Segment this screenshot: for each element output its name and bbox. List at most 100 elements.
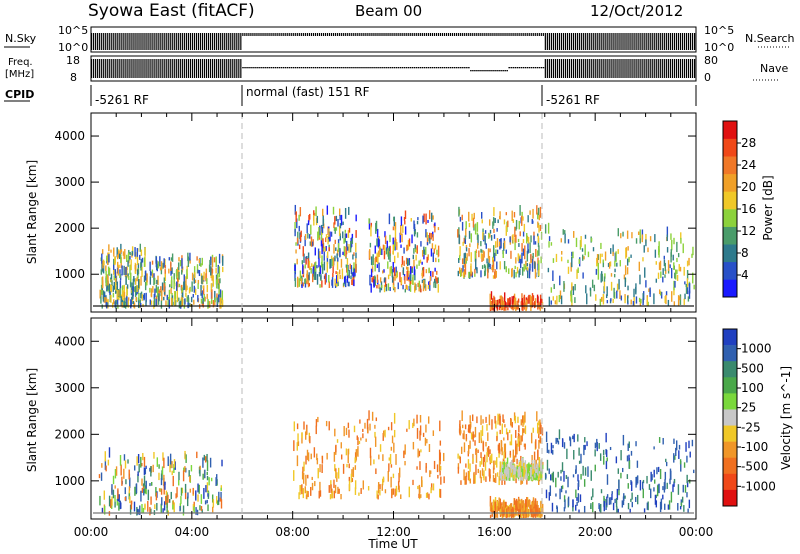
velocity-echo — [379, 444, 382, 452]
velocity-echo — [379, 484, 381, 490]
velocity-echo — [503, 443, 506, 452]
power-echo — [106, 274, 109, 281]
power-echo — [144, 270, 147, 281]
velocity-echo — [333, 479, 335, 488]
power-echo — [370, 256, 373, 265]
power-echo — [554, 300, 557, 305]
power-echo — [107, 276, 109, 286]
power-echo — [125, 266, 127, 276]
frequency-bar — [322, 67, 325, 69]
velocity-echo — [530, 467, 532, 477]
frequency-bar — [109, 59, 111, 78]
frequency-bar — [290, 67, 293, 69]
velocity-echo — [491, 419, 493, 430]
velocity-echo — [492, 499, 495, 510]
velocity-echo — [317, 416, 319, 423]
velocity-echo — [563, 470, 565, 482]
power-echo — [312, 266, 315, 277]
power-echo — [521, 298, 523, 308]
sky-noise-bar — [292, 33, 294, 36]
velocity-echo — [628, 441, 630, 448]
cpid-strip: CPID -5261 RF normal (fast) 151 RF -5261… — [4, 85, 697, 107]
sky-noise-bar — [665, 33, 667, 50]
velocity-echo — [218, 491, 220, 502]
velocity-echo — [133, 501, 136, 512]
velocity-echo — [488, 414, 491, 426]
velocity-echo — [523, 428, 525, 433]
sky-noise-bar — [367, 33, 369, 36]
power-echo — [320, 236, 323, 247]
power-echo — [368, 218, 370, 224]
power-echo — [296, 218, 298, 229]
frequency-bar — [155, 59, 157, 78]
power-echo — [140, 262, 142, 271]
velocity-echo — [509, 453, 512, 458]
power-echo — [468, 230, 471, 239]
power-echo — [667, 260, 670, 271]
velocity-echo — [460, 446, 463, 454]
frequency-bar — [627, 59, 629, 78]
frequency-bar — [488, 70, 490, 72]
y-tick-label: 4000 — [54, 129, 85, 143]
sky-noise-bar — [157, 33, 159, 50]
power-echo — [596, 257, 598, 267]
frequency-bar — [365, 67, 367, 69]
power-echo — [623, 274, 626, 280]
power-echo — [429, 276, 432, 282]
velocity-echo — [680, 499, 683, 506]
velocity-echo — [310, 453, 312, 460]
sky-noise-bar — [637, 33, 639, 50]
velocity-echo — [530, 464, 533, 471]
power-echo — [645, 280, 647, 288]
power-echo — [536, 250, 539, 257]
power-echo — [123, 300, 125, 308]
frequency-bar — [341, 67, 343, 69]
power-echo — [670, 267, 673, 279]
frequency-bar — [526, 67, 529, 69]
power-echo — [384, 277, 387, 287]
velocity-echo — [161, 466, 164, 475]
frequency-bar — [437, 67, 440, 69]
power-echo — [437, 227, 440, 231]
power-echo — [179, 260, 182, 267]
power-echo — [679, 266, 682, 272]
frequency-bar — [282, 67, 285, 69]
velocity-echo — [598, 503, 600, 510]
power-echo — [310, 236, 313, 247]
velocity-echo — [479, 461, 481, 467]
velocity-echo — [428, 444, 431, 452]
frequency-bar — [425, 67, 428, 69]
sky-noise-bar — [474, 33, 476, 36]
power-echo — [211, 270, 213, 281]
power-echo — [374, 264, 376, 272]
power-colorbar-block — [723, 209, 737, 227]
sky-noise-bar — [187, 33, 189, 50]
nave-label: Nave — [760, 62, 788, 75]
velocity-echo — [343, 426, 345, 437]
power-echo — [538, 301, 540, 306]
power-echo — [139, 254, 141, 260]
velocity-echo — [394, 488, 396, 497]
velocity-echo — [524, 464, 526, 469]
frequency-bar — [179, 59, 181, 78]
frequency-bar — [286, 67, 289, 69]
velocity-echo — [461, 410, 463, 421]
sky-noise-bar — [252, 33, 254, 36]
velocity-echo — [101, 507, 104, 513]
velocity-echo — [655, 494, 657, 498]
sky-noise-bar — [189, 33, 192, 50]
power-echo — [586, 293, 588, 305]
power-echo — [418, 260, 420, 266]
power-echo — [308, 272, 310, 281]
power-echo — [646, 297, 649, 307]
power-echo — [116, 289, 118, 301]
power-echo — [527, 215, 529, 223]
velocity-echo — [556, 437, 559, 443]
freq-unit-label: [MHz] — [5, 69, 34, 80]
power-echo — [572, 286, 575, 295]
frequency-bar — [107, 59, 109, 78]
velocity-echo — [165, 495, 167, 505]
sky-noise-bar — [121, 33, 123, 50]
power-echo — [633, 297, 635, 306]
sky-noise-bar — [583, 33, 585, 50]
